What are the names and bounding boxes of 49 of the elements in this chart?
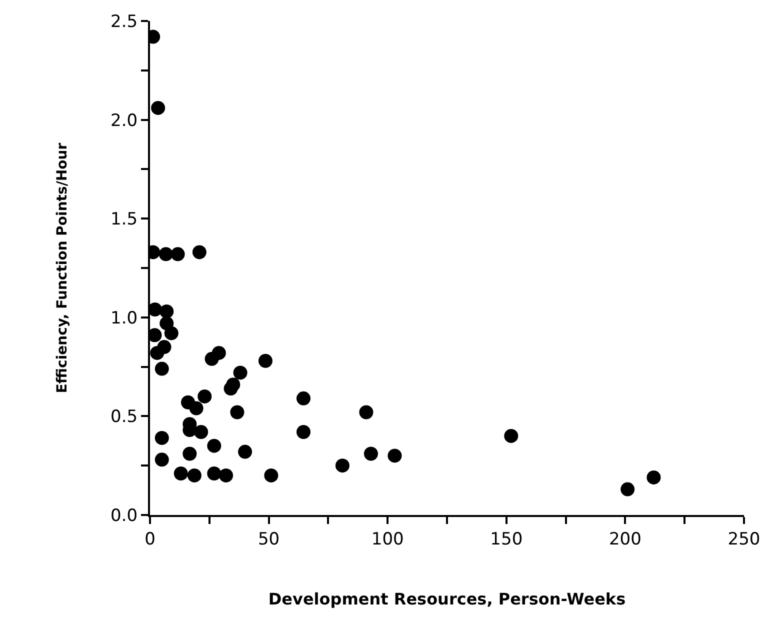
point	[296, 425, 310, 440]
point	[150, 346, 164, 360]
point	[230, 405, 244, 420]
point	[207, 438, 222, 453]
y-tick-label: 1.0	[110, 308, 138, 328]
point	[187, 468, 202, 482]
x-tick-label: 100	[371, 529, 404, 550]
x-tick-label: 250	[728, 529, 760, 550]
point	[154, 362, 169, 376]
point	[233, 366, 248, 380]
y-tick-label: 2.0	[110, 110, 138, 131]
y-tick-label: 1.5	[110, 210, 138, 230]
y-tick-label: 2.5	[110, 12, 138, 32]
point	[189, 401, 204, 416]
point	[296, 391, 310, 406]
point	[160, 304, 174, 318]
y-axis-title: Efficiency, Function Points/Hour	[54, 142, 71, 394]
point	[224, 382, 238, 396]
point	[258, 354, 272, 368]
point	[158, 247, 173, 262]
x-tick-label: 150	[490, 529, 523, 550]
point	[238, 444, 252, 459]
point	[620, 482, 635, 496]
x-tick-label: 200	[608, 529, 642, 550]
point	[264, 468, 278, 482]
point	[388, 448, 402, 463]
point	[154, 430, 169, 445]
point	[335, 458, 350, 473]
point	[164, 326, 178, 340]
point	[151, 100, 166, 115]
point	[212, 346, 226, 360]
point	[504, 428, 518, 443]
point	[192, 245, 206, 260]
point	[170, 247, 185, 262]
point	[154, 452, 169, 467]
point	[198, 389, 212, 404]
point	[219, 468, 234, 482]
x-axis-title: Development Resources, Person-Weeks	[268, 590, 626, 609]
point	[364, 446, 378, 461]
point	[207, 466, 222, 480]
point	[174, 466, 188, 480]
point	[646, 470, 661, 484]
text: 0.0	[110, 506, 138, 526]
x-tick-label: 0	[144, 529, 156, 550]
y-tick-label: 0.5	[110, 407, 138, 428]
point	[194, 425, 208, 440]
point	[359, 405, 374, 420]
x-tick-label: 50	[258, 529, 280, 550]
point	[182, 446, 197, 461]
